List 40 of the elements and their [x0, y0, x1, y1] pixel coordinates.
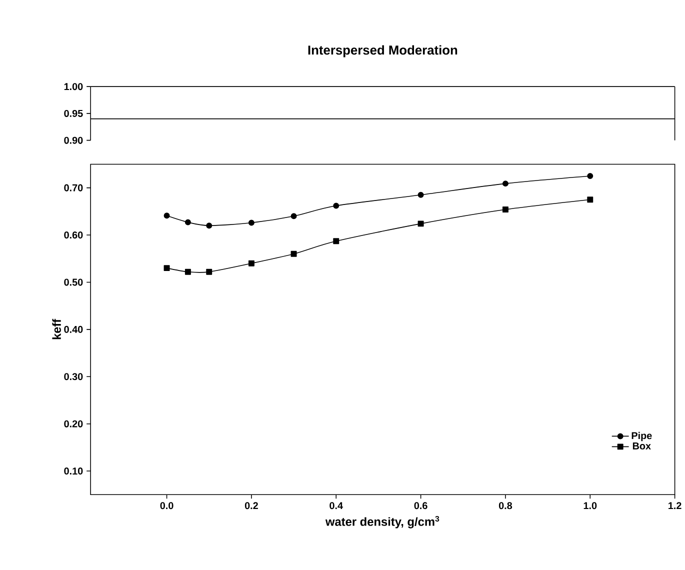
x-axis-title: water density, g/cm$^{3}$ [325, 516, 440, 528]
x-tick-label: 1.2 [668, 502, 682, 509]
point [502, 206, 508, 212]
y-tick-label: 0.60 [64, 231, 83, 238]
y-tick-label: 0.70 [64, 184, 83, 192]
point [587, 196, 594, 202]
point [248, 260, 254, 266]
legend-label: Pipe [632, 432, 652, 441]
y-tick-label: 0.40 [64, 326, 83, 333]
x-tick-label: 0.6 [414, 502, 428, 509]
y-tick-label: 1.00 [64, 82, 83, 90]
point [164, 212, 170, 219]
point [206, 268, 212, 275]
point [418, 220, 424, 227]
point [502, 180, 508, 186]
y-tick-label: 0.20 [64, 420, 83, 428]
point [333, 238, 340, 244]
y-tick-label: 0.90 [64, 136, 83, 144]
point [290, 213, 297, 219]
point [164, 264, 170, 271]
x-tick-label: 0.2 [244, 502, 258, 509]
point [248, 220, 254, 226]
y-axis-title: keff [52, 318, 61, 340]
point [418, 192, 424, 198]
point [184, 268, 191, 275]
point [206, 222, 212, 228]
point [333, 202, 340, 209]
x-tick-label: 1.0 [584, 502, 597, 509]
y-tick-label: 0.30 [64, 372, 83, 380]
x-tick-label: 0.0 [160, 502, 174, 509]
y-tick-label: 0.50 [64, 278, 83, 286]
chart-title: Interspersed Moderation [308, 45, 458, 58]
x-tick-label: 0.8 [498, 502, 512, 509]
x-tick-label: 0.4 [330, 502, 343, 509]
y-tick-label: 0.10 [64, 467, 83, 474]
point [290, 250, 297, 257]
point [587, 172, 594, 179]
point [184, 219, 191, 226]
y-tick-label: 0.95 [64, 110, 83, 117]
legend-label: Box [632, 442, 651, 450]
